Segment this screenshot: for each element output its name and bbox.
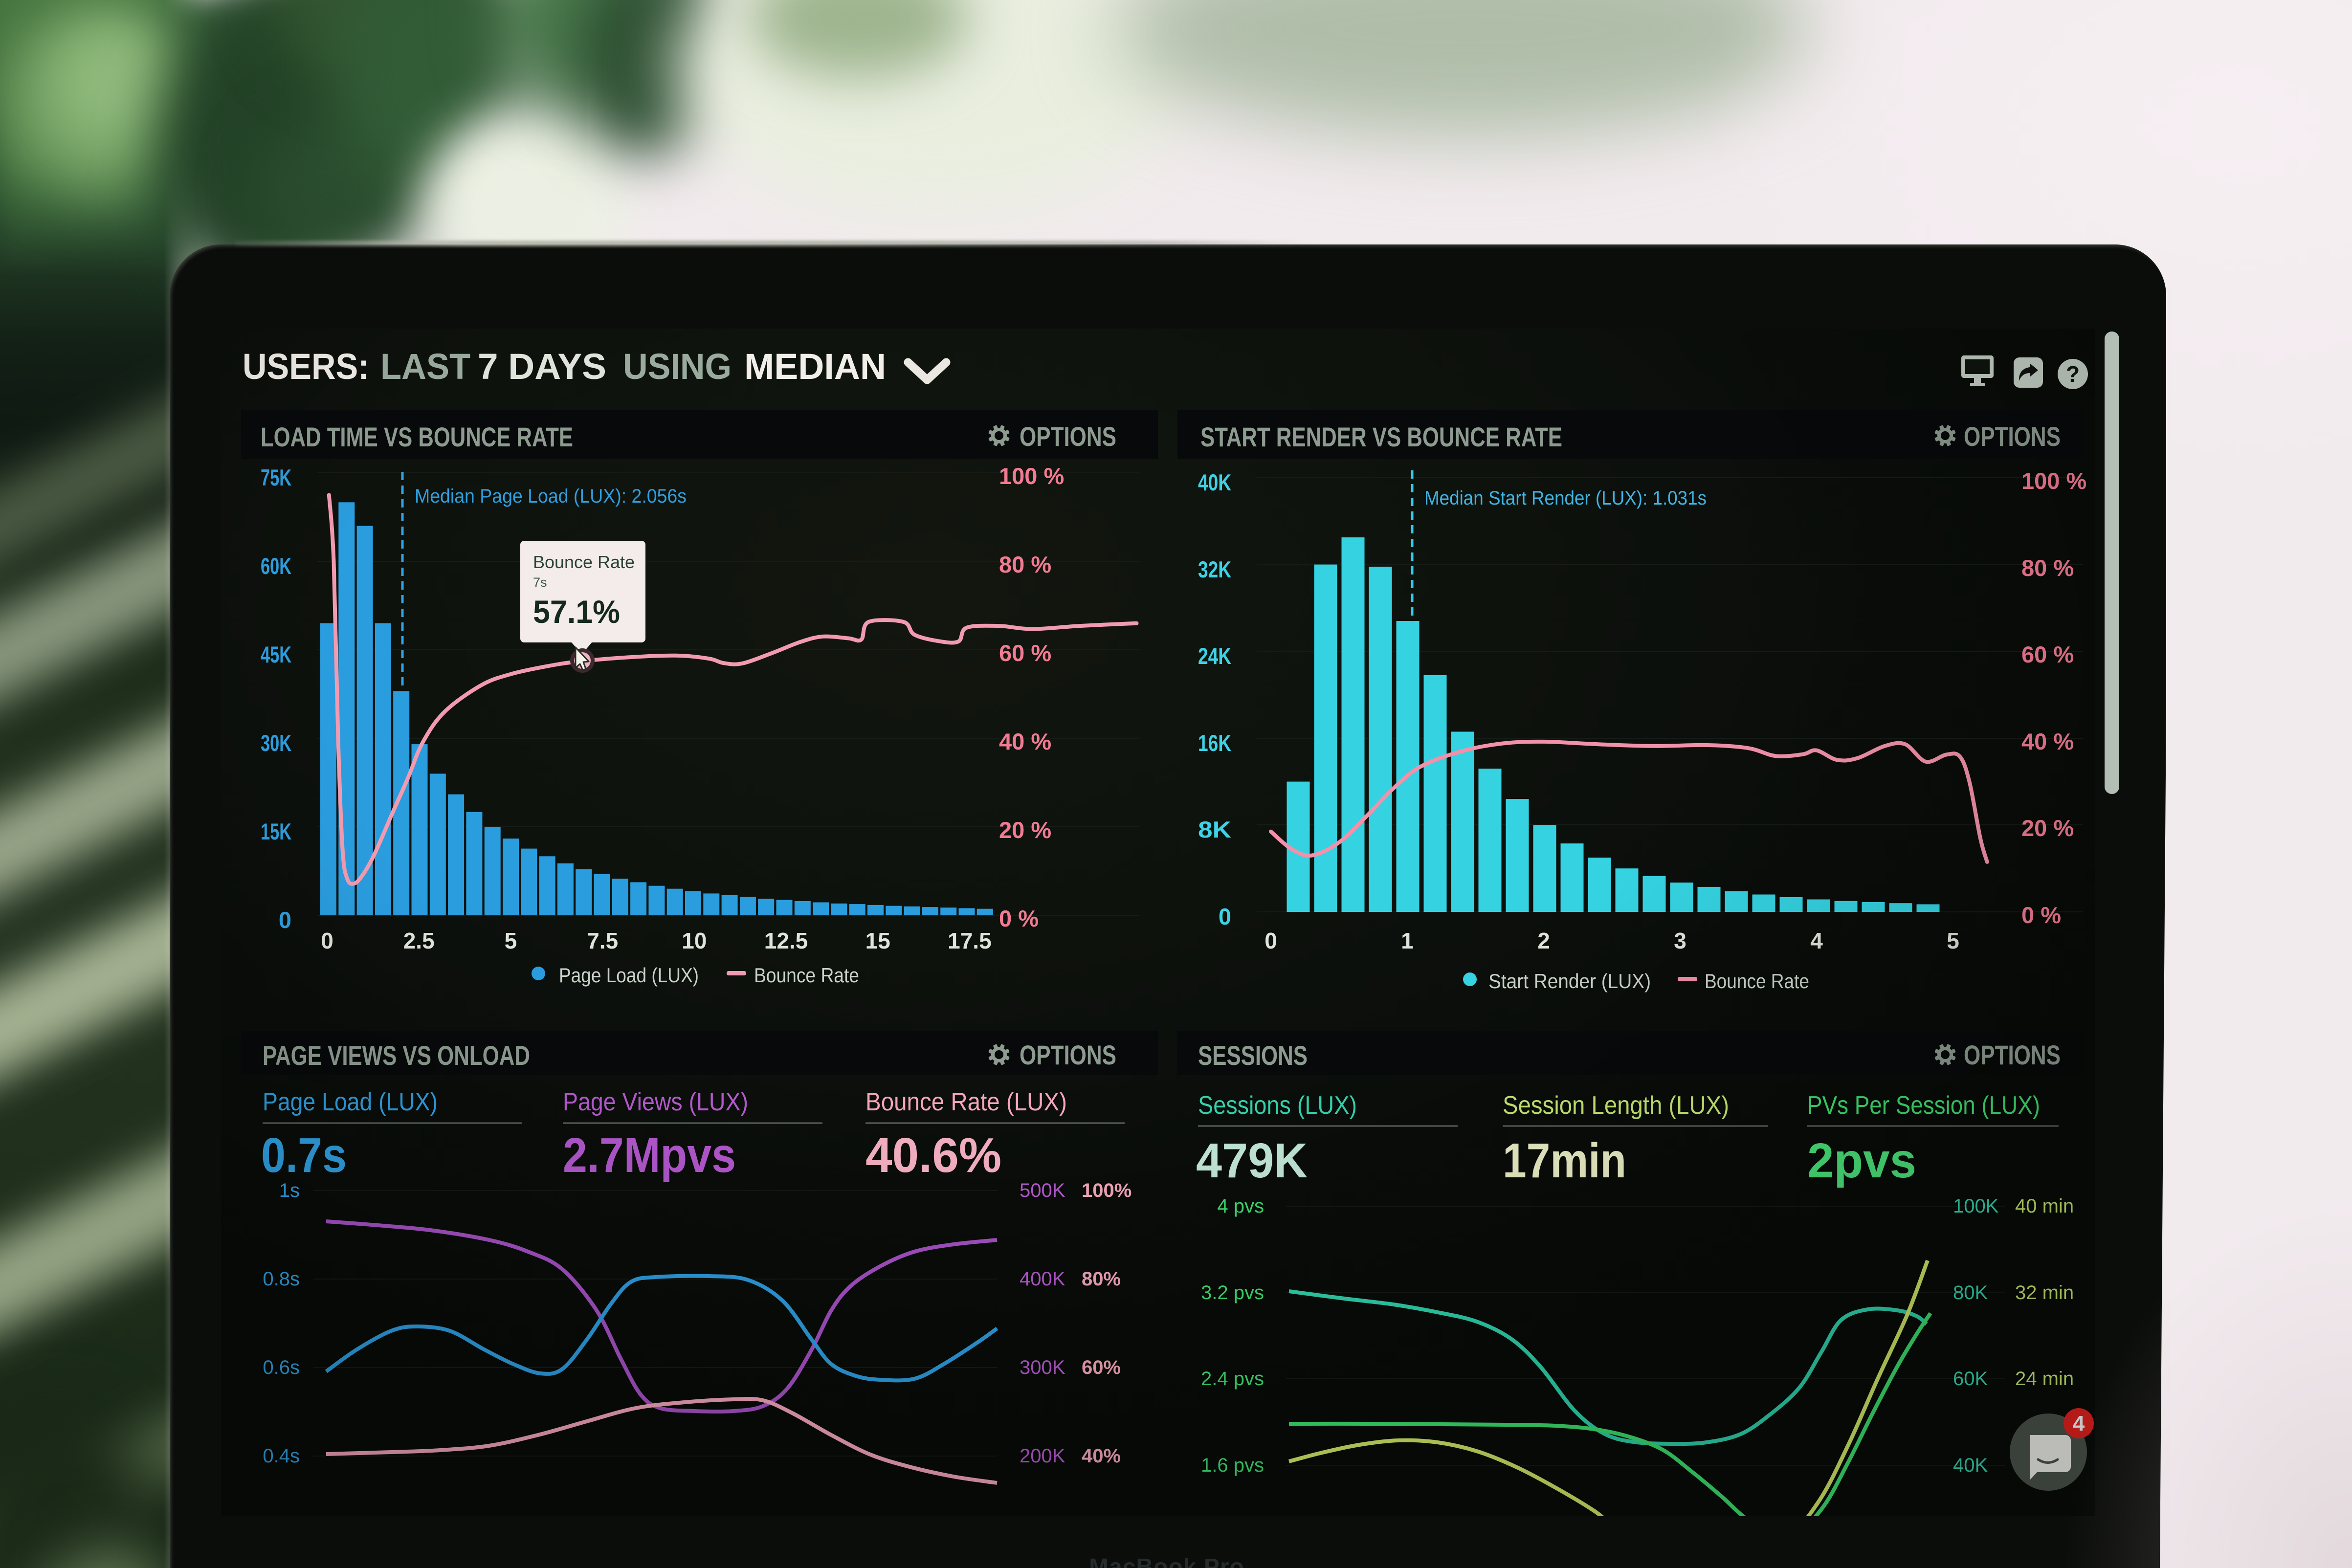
- svg-text:1: 1: [1401, 928, 1414, 953]
- svg-text:PAGE VIEWS VS ONLOAD: PAGE VIEWS VS ONLOAD: [263, 1040, 530, 1071]
- svg-text:500K: 500K: [1020, 1180, 1065, 1201]
- svg-text:Median Start Render (LUX): 1.0: Median Start Render (LUX): 1.031s: [1424, 487, 1707, 509]
- svg-text:5: 5: [1947, 928, 1959, 953]
- svg-text:Page Views (LUX): Page Views (LUX): [563, 1088, 748, 1116]
- svg-text:16K: 16K: [1198, 730, 1231, 756]
- svg-text:PVs Per Session (LUX): PVs Per Session (LUX): [1807, 1091, 2040, 1120]
- svg-text:40 %: 40 %: [999, 729, 1051, 754]
- svg-text:40 min: 40 min: [2015, 1195, 2074, 1217]
- svg-text:7 DAYS: 7 DAYS: [478, 346, 606, 387]
- svg-text:2pvs: 2pvs: [1807, 1133, 1916, 1188]
- svg-text:80 %: 80 %: [999, 552, 1051, 577]
- svg-text:OPTIONS: OPTIONS: [1964, 1039, 2061, 1070]
- svg-text:80%: 80%: [1082, 1268, 1121, 1290]
- svg-text:Bounce Rate (LUX): Bounce Rate (LUX): [865, 1088, 1067, 1116]
- svg-text:10: 10: [682, 928, 707, 953]
- svg-text:Start Render (LUX): Start Render (LUX): [1488, 970, 1651, 993]
- svg-text:4: 4: [1810, 928, 1823, 953]
- svg-text:60K: 60K: [261, 553, 291, 579]
- svg-text:60 %: 60 %: [2021, 641, 2074, 667]
- svg-text:17min: 17min: [1503, 1133, 1626, 1188]
- svg-text:200K: 200K: [1020, 1445, 1065, 1467]
- svg-text:Session Length (LUX): Session Length (LUX): [1503, 1091, 1729, 1120]
- svg-text:8K: 8K: [1198, 817, 1231, 842]
- svg-text:60%: 60%: [1082, 1357, 1121, 1378]
- svg-text:USING: USING: [623, 346, 732, 387]
- svg-text:24 min: 24 min: [2015, 1368, 2074, 1390]
- svg-text:15: 15: [865, 928, 890, 953]
- svg-text:2.7Mpvs: 2.7Mpvs: [563, 1128, 736, 1183]
- svg-text:80K: 80K: [1953, 1282, 1988, 1303]
- svg-text:LOAD TIME VS BOUNCE RATE: LOAD TIME VS BOUNCE RATE: [261, 421, 573, 452]
- svg-text:OPTIONS: OPTIONS: [1020, 1039, 1116, 1070]
- svg-text:2: 2: [1537, 928, 1550, 953]
- svg-text:OPTIONS: OPTIONS: [1020, 421, 1116, 452]
- svg-text:4 pvs: 4 pvs: [1217, 1195, 1264, 1217]
- svg-text:15K: 15K: [261, 818, 291, 844]
- svg-text:0.6s: 0.6s: [263, 1357, 300, 1378]
- svg-text:45K: 45K: [261, 641, 291, 667]
- svg-text:100 %: 100 %: [2021, 468, 2086, 494]
- svg-text:20 %: 20 %: [999, 817, 1051, 843]
- svg-text:Bounce Rate: Bounce Rate: [1705, 970, 1809, 993]
- svg-text:0.7s: 0.7s: [261, 1128, 347, 1183]
- svg-text:7.5: 7.5: [587, 928, 618, 953]
- svg-text:100 %: 100 %: [999, 463, 1064, 489]
- svg-text:2.4 pvs: 2.4 pvs: [1201, 1368, 1264, 1390]
- svg-text:40%: 40%: [1082, 1445, 1121, 1467]
- svg-text:LAST: LAST: [380, 346, 470, 387]
- svg-text:57.1%: 57.1%: [533, 594, 620, 630]
- svg-text:300K: 300K: [1020, 1357, 1065, 1378]
- svg-text:0: 0: [321, 928, 333, 953]
- svg-text:0 %: 0 %: [999, 905, 1039, 931]
- svg-text:100%: 100%: [1082, 1180, 1132, 1201]
- svg-text:60 %: 60 %: [999, 640, 1051, 666]
- svg-text:USERS:: USERS:: [243, 346, 369, 387]
- svg-text:Bounce Rate: Bounce Rate: [754, 964, 859, 987]
- svg-text:80 %: 80 %: [2021, 555, 2074, 581]
- svg-text:0: 0: [279, 907, 291, 933]
- svg-text:1.6 pvs: 1.6 pvs: [1201, 1455, 1264, 1476]
- svg-text:Bounce Rate: Bounce Rate: [533, 552, 635, 572]
- svg-text:40 %: 40 %: [2021, 729, 2074, 754]
- svg-text:Median Page Load (LUX): 2.056s: Median Page Load (LUX): 2.056s: [415, 486, 687, 507]
- svg-text:24K: 24K: [1198, 643, 1231, 669]
- svg-text:0: 0: [1265, 928, 1277, 953]
- svg-text:32K: 32K: [1198, 556, 1231, 582]
- svg-text:3.2 pvs: 3.2 pvs: [1201, 1282, 1264, 1303]
- svg-text:4: 4: [2073, 1412, 2085, 1435]
- svg-text:20 %: 20 %: [2021, 815, 2074, 841]
- svg-text:1s: 1s: [279, 1180, 300, 1201]
- svg-text:0.8s: 0.8s: [263, 1268, 300, 1290]
- svg-text:Page Load (LUX): Page Load (LUX): [559, 964, 699, 987]
- svg-text:2.5: 2.5: [403, 928, 435, 953]
- svg-text:7s: 7s: [533, 575, 547, 590]
- svg-text:0 %: 0 %: [2021, 902, 2061, 928]
- svg-text:60K: 60K: [1953, 1368, 1988, 1390]
- svg-text:OPTIONS: OPTIONS: [1964, 421, 2061, 452]
- svg-text:0: 0: [1219, 904, 1231, 929]
- svg-text:Sessions (LUX): Sessions (LUX): [1198, 1091, 1357, 1120]
- svg-text:START RENDER VS BOUNCE RATE: START RENDER VS BOUNCE RATE: [1200, 421, 1562, 452]
- svg-text:32 min: 32 min: [2015, 1282, 2074, 1303]
- svg-text:40.6%: 40.6%: [865, 1128, 1001, 1183]
- svg-text:400K: 400K: [1020, 1268, 1065, 1290]
- svg-text:12.5: 12.5: [764, 928, 808, 953]
- svg-text:100K: 100K: [1953, 1195, 1999, 1217]
- svg-text:30K: 30K: [261, 730, 291, 756]
- svg-text:Page Load (LUX): Page Load (LUX): [263, 1088, 438, 1116]
- svg-text:MEDIAN: MEDIAN: [744, 346, 886, 387]
- svg-text:5: 5: [505, 928, 517, 953]
- svg-text:3: 3: [1674, 928, 1686, 953]
- svg-text:0.4s: 0.4s: [263, 1445, 300, 1467]
- svg-text:479K: 479K: [1196, 1133, 1308, 1188]
- svg-text:17.5: 17.5: [948, 928, 992, 953]
- svg-text:?: ?: [2066, 361, 2080, 387]
- svg-text:75K: 75K: [261, 464, 291, 490]
- svg-text:40K: 40K: [1198, 469, 1231, 495]
- svg-text:SESSIONS: SESSIONS: [1198, 1040, 1308, 1071]
- svg-text:40K: 40K: [1953, 1455, 1988, 1476]
